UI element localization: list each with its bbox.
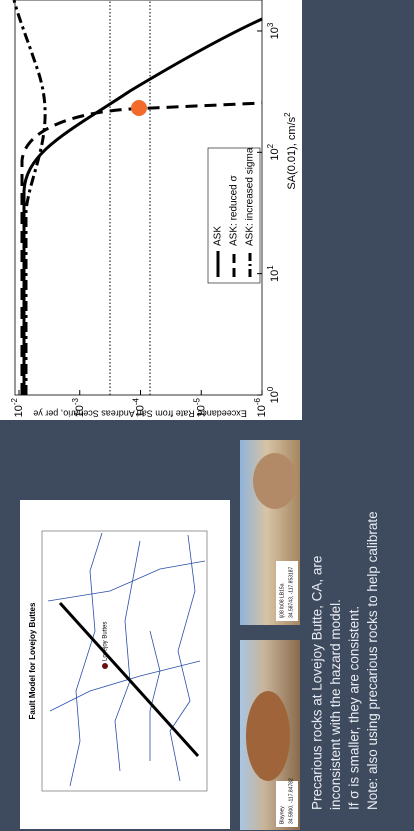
photo: lj08 lb08 LB15a 34.58743, -117.853187 <box>240 440 300 625</box>
photo: Blayney 34.5900, -117.84782 <box>240 640 300 830</box>
tick-exponent: -2 <box>10 397 19 405</box>
body-text: Precarious rocks at Lovejoy Butte, CA, a… <box>310 511 381 810</box>
tick-base: 10 <box>269 27 281 39</box>
tick-base: 10 <box>13 405 25 417</box>
tick-exponent: 2 <box>266 143 275 148</box>
photo-caption: 34.58743, -117.853187 <box>288 566 294 618</box>
tick-exponent: -4 <box>131 397 140 405</box>
text-line: inconsistent with the hazard model. <box>328 599 343 810</box>
tick-exponent: 0 <box>266 386 275 391</box>
precarious-rock-point <box>131 100 147 116</box>
photo-caption: lj08 lb08 LB15a <box>279 583 285 618</box>
photo-caption: Blayney <box>279 806 285 824</box>
map-axes <box>42 531 207 791</box>
rock <box>253 453 297 509</box>
tick-base: 10 <box>269 270 281 282</box>
tick-exponent: -5 <box>192 397 201 405</box>
x-axis-label-text: SA(0.01), cm/s <box>286 116 298 189</box>
legend-label: ASK: increased sigma <box>245 147 256 246</box>
text-line: Precarious rocks at Lovejoy Butte, CA, a… <box>310 556 325 810</box>
hazard-plot: SA(0.01), cm/s2 Exceedance Rate from San… <box>0 0 302 420</box>
legend-label: ASK <box>213 226 224 246</box>
text-line: If σ is smaller, they are consistent. <box>347 606 362 810</box>
slide-canvas: Fault Model for Lovejoy Buttes Lovejoy B… <box>0 0 414 831</box>
tick-exponent: -3 <box>70 397 79 405</box>
site-marker <box>102 663 108 669</box>
tick-base: 10 <box>74 405 86 417</box>
tick-base: 10 <box>256 405 268 417</box>
legend-label: ASK: reduced σ <box>229 175 240 246</box>
tick-base: 10 <box>269 391 281 403</box>
tick-exponent: 3 <box>266 22 275 27</box>
x-axis-label-exp: 2 <box>283 112 292 117</box>
tick-base: 10 <box>269 148 281 160</box>
tick-base: 10 <box>134 405 146 417</box>
tick-base: 10 <box>195 405 207 417</box>
fault-map: Fault Model for Lovejoy Buttes Lovejoy B… <box>20 500 230 829</box>
photo-caption: 34.5900, -117.84782 <box>288 778 294 824</box>
text-line: Note: also using precarious rocks to hel… <box>365 511 380 810</box>
page: Fault Model for Lovejoy Buttes Lovejoy B… <box>0 0 414 831</box>
site-label: Lovejoy Buttes <box>103 622 109 661</box>
tick-exponent: -6 <box>253 397 262 405</box>
slide: Fault Model for Lovejoy Buttes Lovejoy B… <box>0 0 414 831</box>
rock <box>246 691 290 781</box>
tick-exponent: 1 <box>266 265 275 270</box>
map-title: Fault Model for Lovejoy Buttes <box>28 602 37 719</box>
